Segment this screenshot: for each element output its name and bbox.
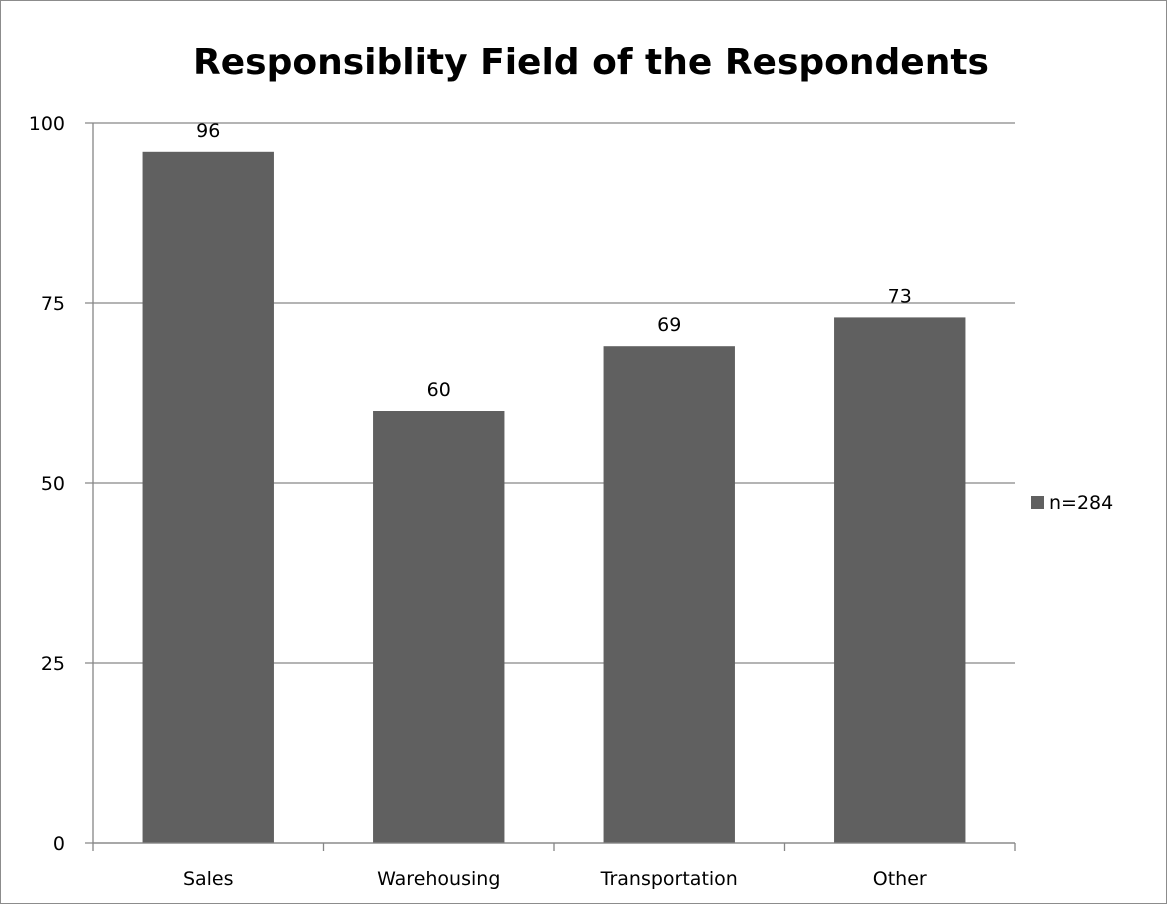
x-tick-label: Sales xyxy=(183,868,234,890)
x-tick-label: Warehousing xyxy=(377,868,500,890)
legend: n=284 xyxy=(1031,492,1113,514)
axes xyxy=(92,123,1016,851)
labels: 0 25 50 75 100 96 Sales 60 Warehousing 69 Transpor… xyxy=(29,113,927,890)
bar-transportation xyxy=(603,346,735,843)
data-label: 69 xyxy=(657,314,681,336)
x-tick-label: Other xyxy=(873,868,927,890)
legend-label: n=284 xyxy=(1049,492,1113,514)
chart-title: Responsiblity Field of the Respondents xyxy=(193,42,989,83)
x-tick-label: Transportation xyxy=(600,868,738,890)
bar-other xyxy=(834,317,966,843)
y-tick-label: 50 xyxy=(41,473,65,495)
legend-swatch xyxy=(1031,496,1044,509)
y-tick-label: 100 xyxy=(29,113,65,135)
y-tick-label: 0 xyxy=(53,833,65,855)
data-label: 96 xyxy=(196,120,220,142)
bars xyxy=(142,151,966,844)
bar-warehousing xyxy=(373,411,505,843)
data-label: 60 xyxy=(427,379,451,401)
y-tick-label: 75 xyxy=(41,293,65,315)
bar-sales xyxy=(142,151,274,844)
data-label: 73 xyxy=(888,285,912,307)
y-tick-label: 25 xyxy=(41,653,65,675)
